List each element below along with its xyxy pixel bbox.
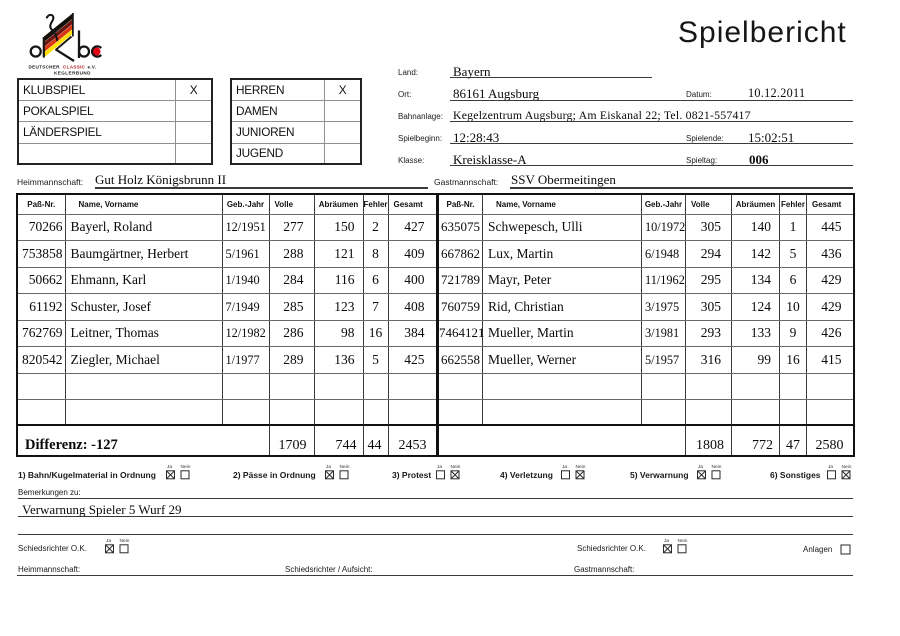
svg-text:Ja: Ja xyxy=(698,464,703,470)
svg-text:Nein: Nein xyxy=(677,538,687,544)
svg-text:Ja: Ja xyxy=(106,538,111,544)
svg-text:Ja: Ja xyxy=(828,464,833,470)
svg-text:Nein: Nein xyxy=(575,464,585,470)
svg-text:Nein: Nein xyxy=(119,538,129,544)
svg-text:Ja: Ja xyxy=(326,464,331,470)
svg-text:Nein: Nein xyxy=(841,464,851,470)
svg-text:Ja: Ja xyxy=(437,464,442,470)
svg-text:e.V.: e.V. xyxy=(88,64,97,69)
svg-text:DEUTSCHER: DEUTSCHER xyxy=(29,64,61,69)
svg-text:Nein: Nein xyxy=(180,464,190,470)
svg-text:Ja: Ja xyxy=(562,464,567,470)
svg-text:Nein: Nein xyxy=(450,464,460,470)
svg-text:Ja: Ja xyxy=(664,538,669,544)
svg-text:Nein: Nein xyxy=(711,464,721,470)
svg-text:Ja: Ja xyxy=(167,464,172,470)
svg-text:CLASSIC: CLASSIC xyxy=(63,64,86,69)
svg-text:KEGLERBUND: KEGLERBUND xyxy=(54,70,91,75)
svg-text:Nein: Nein xyxy=(340,464,350,470)
